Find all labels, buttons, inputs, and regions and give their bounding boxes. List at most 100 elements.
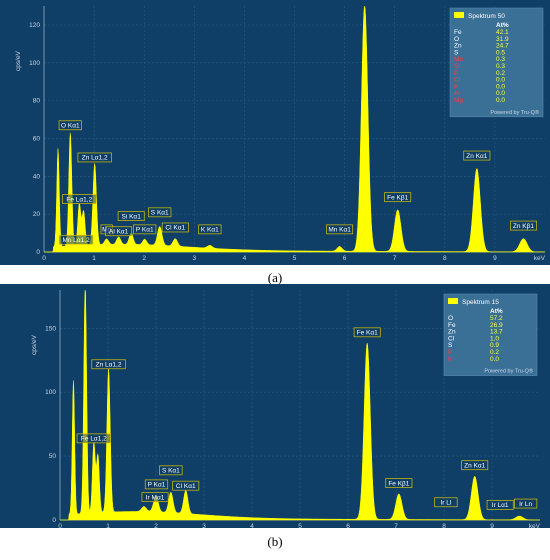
legend-element-value: 0.0 [496, 83, 505, 90]
peak-label: Cl Kα1 [161, 222, 189, 233]
peak-label: P Kα1 [144, 479, 169, 490]
x-tick-label: 3 [202, 523, 206, 528]
peak-label-box [510, 220, 537, 231]
peak-label-text: Fe Kβ1 [388, 480, 409, 487]
peak-label-text: Fe Lα1,2 [66, 196, 92, 203]
legend-element-symbol: Fe [454, 29, 462, 36]
peak-label-text: Fe Lα1,2 [81, 436, 107, 443]
legend-footer: Powered by Tru-Q® [490, 109, 539, 116]
caption-a: (a) [267, 270, 283, 285]
x-tick-label: 9 [493, 255, 497, 262]
x-axis-title: keV [529, 523, 541, 528]
legend-element-symbol: Cl [454, 77, 461, 84]
y-axis-title: cps/eV [15, 50, 22, 71]
x-tick-label: 1 [106, 523, 110, 528]
legend-footer: Powered by Tru-Q® [484, 368, 533, 375]
legend-element-value: 42.1 [496, 29, 509, 36]
peak-label-box [198, 224, 222, 235]
peak-label: Zn Kα1 [461, 460, 489, 471]
y-tick-label: 80 [33, 98, 41, 105]
peak-label-box [486, 499, 514, 510]
peak-label-box [461, 460, 489, 471]
peak-label-box [513, 498, 538, 509]
y-tick-label: 100 [45, 389, 56, 396]
peak-label-box [353, 327, 381, 338]
x-tick-label: 2 [154, 523, 158, 528]
legend-element-symbol: Zn [448, 329, 456, 336]
legend-box [449, 7, 544, 118]
peak-label: Si Kα1 [117, 211, 145, 221]
legend-element-value: 0.0 [496, 97, 505, 104]
x-tick-label: 4 [243, 255, 247, 262]
legend-element-symbol: S [448, 342, 453, 349]
peak-label-box [91, 359, 126, 370]
legend-element-symbol: Zn [454, 43, 462, 50]
peak-label-box [62, 194, 97, 204]
peak-label-box [133, 224, 157, 235]
y-tick-label: 40 [33, 173, 41, 180]
legend-element-value: 0.5 [496, 49, 505, 56]
peak-label-text: Ir Lα1 [492, 502, 509, 509]
peak-label-box [159, 465, 183, 476]
x-tick-label: 6 [346, 523, 350, 528]
peak-label: Fe Lα1,2 [62, 194, 97, 204]
peak-label: Fe Kα1 [353, 327, 381, 338]
legend-element-symbol: K [454, 83, 459, 90]
peak-label-box [141, 492, 169, 503]
x-tick-label: 3 [192, 255, 196, 262]
peak-label-box [105, 226, 133, 237]
x-tick-label: 2 [142, 255, 146, 262]
peak-label: S Kα1 [148, 207, 172, 218]
legend-element-value: 0.3 [496, 56, 505, 63]
legend-element-symbol: Mg [454, 97, 463, 104]
peak-label: Ir Ln [513, 498, 538, 509]
peak-label-text: S Kα1 [151, 210, 169, 217]
legend-element-value: 57.2 [490, 315, 503, 322]
legend-element-value: 26.9 [490, 322, 503, 329]
peak-label: Zn Lα1,2 [91, 359, 126, 370]
legend-swatch [448, 298, 458, 304]
peak-label-text: Ir Ln [519, 501, 532, 508]
x-tick-label: 6 [343, 255, 347, 262]
peak-label-box [76, 433, 111, 444]
legend-element-symbol: Si [454, 63, 460, 70]
peak-label: Mn Lα1,2 [58, 234, 94, 245]
legend-element-symbol: Mn [454, 56, 463, 63]
peak-label-text: Zn Kβ1 [513, 223, 534, 230]
peak-label: S Kα1 [159, 465, 183, 476]
peak-label: Fe Kβ1 [384, 192, 412, 203]
y-tick-label: 120 [29, 22, 40, 29]
legend-element-value: 0.2 [496, 70, 505, 77]
x-tick-label: 0 [42, 255, 46, 262]
peak-label-text: P Kα1 [148, 482, 166, 489]
peak-label: Zn Kβ1 [510, 220, 537, 231]
legend-element-symbol: O [448, 315, 453, 322]
peak-label-box [172, 480, 200, 491]
x-tick-label: 5 [293, 255, 297, 262]
peak-label-box [144, 479, 169, 490]
peak-label: Ir Ll [434, 497, 458, 508]
y-tick-label: 50 [49, 453, 57, 460]
peak-label-text: Si Kα1 [122, 213, 142, 220]
legend-element-symbol: P [454, 70, 458, 77]
spectrum-series [44, 5, 546, 253]
y-tick-label: 60 [33, 135, 41, 142]
peak-label: Fe Kβ1 [385, 478, 413, 488]
peak-label-text: Fe Kα1 [357, 330, 378, 337]
legend-box [443, 293, 538, 376]
legend: Spektrum 50 At% Fe 42.1 O 31.9 Zn 24.7 S 0.5 Mn 0.3… [449, 7, 544, 118]
x-tick-label: 1 [92, 255, 96, 262]
legend: Spektrum 15 At% O 57.2 Fe 26.9 Zn 13.7 Cl 1.0 S 0.9… [443, 293, 538, 376]
legend-element-value: 31.9 [496, 36, 509, 43]
peak-label: Al Kα1 [105, 226, 133, 237]
spectrum-series [60, 289, 541, 521]
legend-element-symbol: Ir [448, 356, 453, 363]
peak-label-box [384, 192, 412, 203]
peak-label-text: Mn Lα1,2 [62, 237, 90, 244]
x-tick-label: 5 [298, 523, 302, 528]
y-axis-title: cps/eV [31, 334, 38, 355]
legend-element-symbol: O [454, 36, 459, 43]
